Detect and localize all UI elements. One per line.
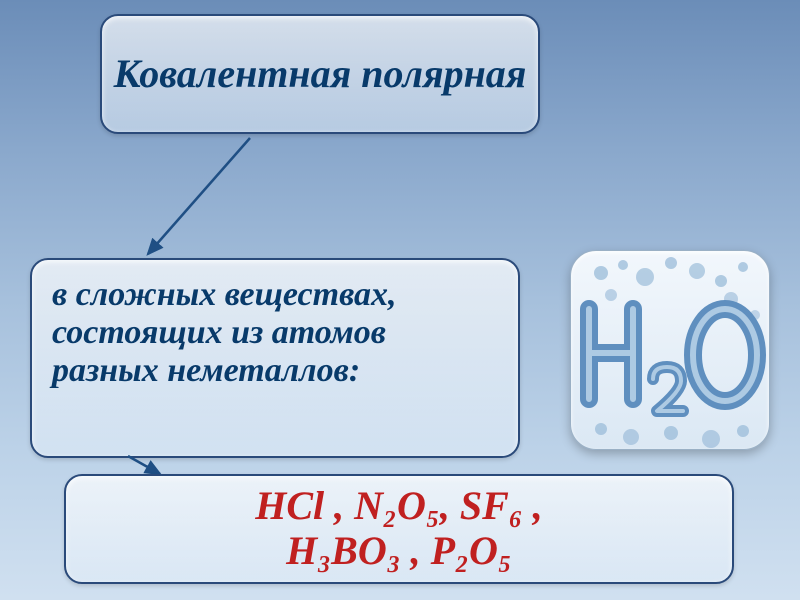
title-text: Ковалентная полярная [114, 52, 527, 96]
arrow-title-to-desc [130, 130, 290, 270]
description-box: в сложных веществах, состоящих из атомов… [30, 258, 520, 458]
h2o-icon [571, 251, 770, 450]
title-box: Ковалентная полярная [100, 14, 540, 134]
description-text: в сложных веществах, состоящих из атомов… [52, 276, 498, 390]
h2o-tile [570, 250, 770, 450]
formula-line-2: H₃BO₃ , P₂O₅ [286, 528, 512, 573]
formula-text: HCl , N₂O₅, SF₆ , H₃BO₃ , P₂O₅ [255, 484, 542, 574]
formula-line-1: HCl , N₂O₅, SF₆ , [255, 483, 542, 528]
formula-box: HCl , N₂O₅, SF₆ , H₃BO₃ , P₂O₅ [64, 474, 734, 584]
